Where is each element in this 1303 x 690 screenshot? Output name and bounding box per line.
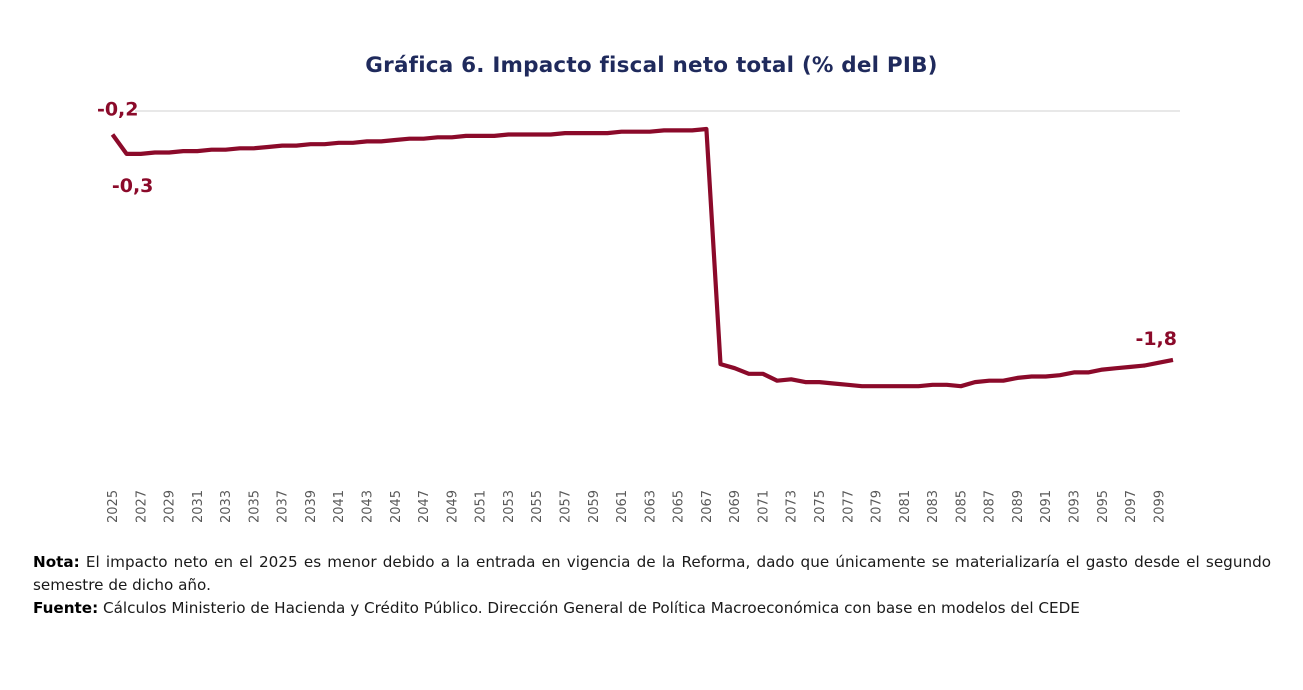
x-tick-label-2095: 2095 (1096, 490, 1111, 523)
x-tick-label-2057: 2057 (558, 490, 573, 523)
x-tick-label-2085: 2085 (954, 490, 969, 523)
x-tick-label-2027: 2027 (134, 490, 149, 523)
x-tick-label-2039: 2039 (304, 490, 319, 523)
x-tick-label-2041: 2041 (332, 490, 347, 523)
data-labels: -0,2 -0,3 -1,8 (97, 99, 1177, 350)
x-tick-label-2091: 2091 (1039, 490, 1054, 523)
chart-note: Nota: El impacto neto en el 2025 es meno… (33, 551, 1271, 597)
x-tick-label-2099: 2099 (1152, 490, 1167, 523)
x-tick-label-2051: 2051 (474, 490, 489, 523)
x-tick-label-2069: 2069 (728, 490, 743, 523)
x-tick-label-2075: 2075 (813, 490, 828, 523)
x-tick-label-2045: 2045 (389, 490, 404, 523)
x-tick-label-2087: 2087 (983, 490, 998, 523)
x-tick-label-2097: 2097 (1124, 490, 1139, 523)
x-tick-label-2067: 2067 (700, 490, 715, 523)
line-chart: 2025 2027 2029 2031 2033 2035 2037 2039 2041 2043… (97, 99, 1180, 523)
x-tick-label-2071: 2071 (756, 490, 771, 523)
x-tick-label-2049: 2049 (445, 490, 460, 523)
x-tick-label-2079: 2079 (870, 490, 885, 523)
x-tick-label-2077: 2077 (841, 490, 856, 523)
x-tick-label-2037: 2037 (276, 490, 291, 523)
x-tick-label-2053: 2053 (502, 490, 517, 523)
x-tick-label-2025: 2025 (106, 490, 121, 523)
x-tick-label-2061: 2061 (615, 490, 630, 523)
x-tick-label-2029: 2029 (163, 490, 178, 523)
x-tick-label-2065: 2065 (672, 490, 687, 523)
x-tick-label-2055: 2055 (530, 490, 545, 523)
note-text: El impacto neto en el 2025 es menor debi… (33, 553, 1271, 594)
x-tick-label-2059: 2059 (587, 490, 602, 523)
x-tick-label-2083: 2083 (926, 490, 941, 523)
x-axis-tick-labels: 2025 2027 2029 2031 2033 2035 2037 2039 2041 2043… (106, 490, 1167, 523)
x-tick-label-2031: 2031 (191, 490, 206, 523)
source-text: Cálculos Ministerio de Hacienda y Crédit… (98, 599, 1080, 617)
series-line-impacto-fiscal (110, 126, 1174, 389)
x-tick-label-2093: 2093 (1068, 490, 1083, 523)
x-tick-label-2047: 2047 (417, 490, 432, 523)
note-label: Nota: (33, 553, 80, 571)
x-tick-label-2073: 2073 (785, 490, 800, 523)
source-label: Fuente: (33, 599, 99, 617)
data-label-2100: -1,8 (1135, 328, 1177, 350)
x-tick-label-2033: 2033 (219, 490, 234, 523)
data-label-2026: -0,3 (112, 175, 154, 197)
chart-title: Gráfica 6. Impacto fiscal neto total (% … (365, 53, 938, 78)
x-tick-label-2063: 2063 (643, 490, 658, 523)
x-tick-label-2089: 2089 (1011, 490, 1026, 523)
x-tick-label-2081: 2081 (898, 490, 913, 523)
chart-source: Fuente: Cálculos Ministerio de Hacienda … (33, 597, 1271, 620)
data-points (112, 129, 1173, 386)
data-label-2025: -0,2 (97, 99, 139, 121)
x-tick-label-2043: 2043 (361, 490, 376, 523)
x-tick-label-2035: 2035 (247, 490, 262, 523)
